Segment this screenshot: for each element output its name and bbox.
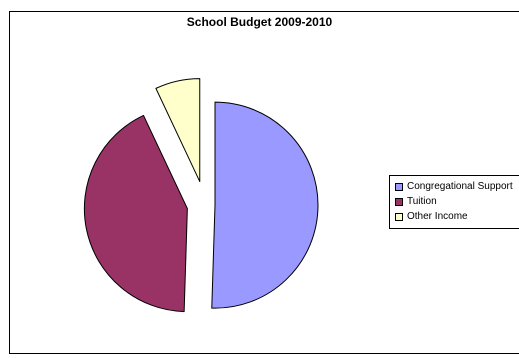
legend-swatch-tuition [395, 197, 403, 206]
pie-slice-other-income [155, 78, 201, 183]
legend-swatch-congregational-support [395, 182, 403, 191]
legend-label-congregational-support: Congregational Support [407, 181, 513, 192]
legend-label-tuition: Tuition [407, 196, 437, 207]
pie-slice-tuition [83, 114, 188, 313]
legend: Congregational Support Tuition Other Inc… [389, 175, 519, 229]
chart-title: School Budget 2009-2010 [186, 15, 333, 29]
legend-item-congregational-support: Congregational Support [395, 179, 519, 194]
legend-item-other-income: Other Income [395, 209, 519, 224]
legend-item-tuition: Tuition [395, 194, 519, 209]
legend-label-other-income: Other Income [407, 211, 468, 222]
legend-swatch-other-income [395, 212, 403, 221]
pie-slice-congregational-support [211, 101, 319, 309]
